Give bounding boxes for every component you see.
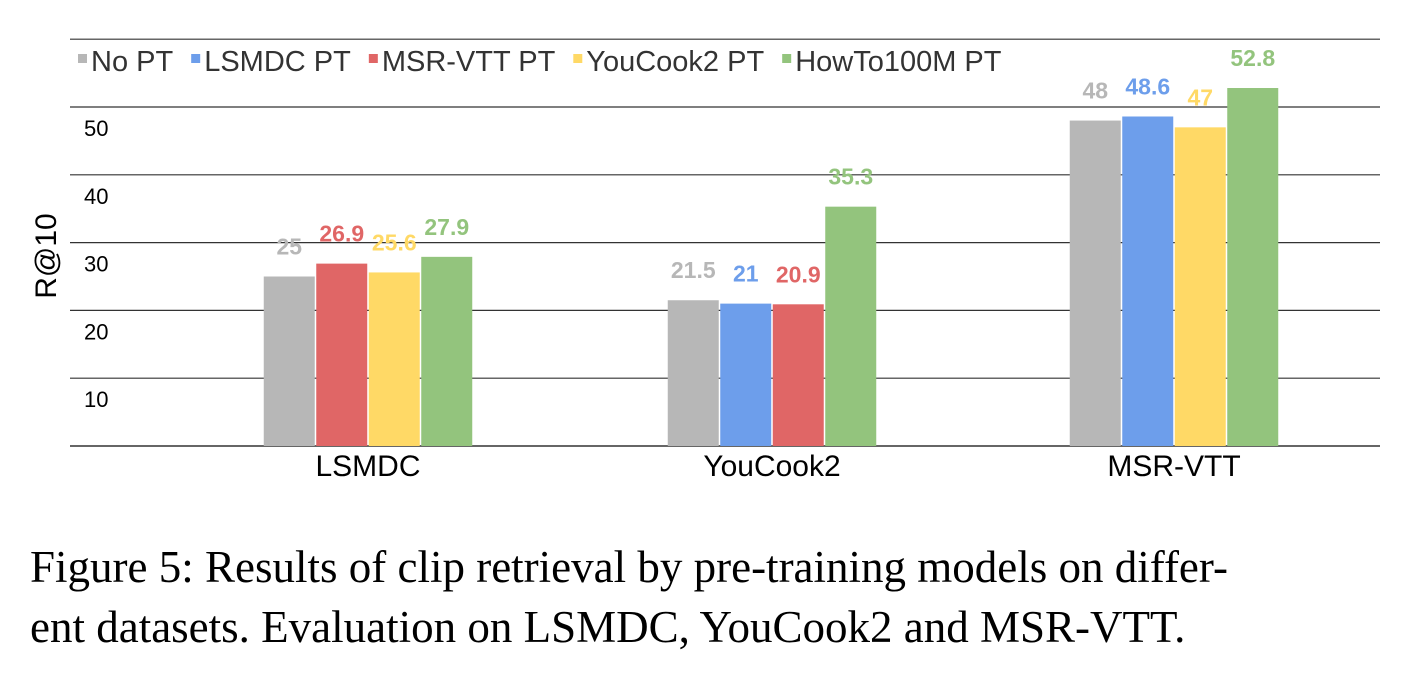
- data-label: 21: [733, 261, 759, 287]
- x-category-label: LSMDC: [315, 450, 420, 483]
- bar: [368, 272, 420, 446]
- value-labels: 25 26.9 25.6 27.9 21.5 21 20.9 35.3 48 48.6 47 52.8: [276, 45, 1275, 287]
- data-label: 47: [1187, 84, 1213, 110]
- data-label: 52.8: [1230, 45, 1275, 71]
- caption-line-2: ent datasets. Evaluation on LSMDC, YouCo…: [30, 602, 1186, 652]
- bar: [1122, 116, 1174, 446]
- bar: [1227, 88, 1279, 447]
- x-category-label: YouCook2: [703, 450, 840, 483]
- legend: No PT LSMDC PT MSR-VTT PT YouCook2 PT HowTo1…: [78, 46, 1002, 78]
- data-label: 26.9: [319, 221, 364, 247]
- y-axis-label: R@10: [30, 213, 63, 299]
- y-tick-label: 20: [84, 319, 108, 344]
- data-label: 35.3: [828, 164, 873, 190]
- bar: [1174, 127, 1226, 446]
- legend-swatch: [782, 54, 792, 63]
- bar: [825, 206, 877, 446]
- bar: [316, 263, 368, 446]
- data-label: 20.9: [776, 261, 821, 287]
- caption-line-1: Figure 5: Results of clip retrieval by p…: [30, 542, 1228, 592]
- bar: [720, 303, 772, 446]
- y-tick-label: 10: [84, 387, 108, 412]
- legend-entry: MSR-VTT PT: [382, 46, 556, 78]
- bar: [772, 304, 824, 446]
- bar: [1069, 120, 1121, 446]
- y-tick-label: 50: [84, 116, 108, 141]
- legend-entry: HowTo100M PT: [795, 46, 1002, 78]
- legend-swatch: [368, 54, 378, 63]
- data-label: 25.6: [372, 229, 417, 255]
- bar-chart: No PT LSMDC PT MSR-VTT PT YouCook2 PT HowTo1…: [30, 38, 1380, 483]
- x-axis-categories: LSMDC YouCook2 MSR-VTT: [315, 450, 1240, 483]
- bars: [263, 88, 1279, 447]
- legend-swatch: [78, 54, 87, 63]
- data-label: 27.9: [424, 214, 469, 240]
- legend-swatch: [191, 54, 201, 63]
- data-label: 48: [1082, 78, 1108, 104]
- data-label: 21.5: [671, 257, 716, 283]
- x-category-label: MSR-VTT: [1107, 450, 1240, 483]
- legend-entry: YouCook2 PT: [586, 46, 764, 78]
- legend-entry: LSMDC PT: [204, 46, 351, 78]
- legend-entry: No PT: [91, 46, 173, 78]
- data-label: 25: [276, 234, 302, 260]
- y-tick-label: 30: [84, 252, 108, 277]
- figure-caption: Figure 5: Results of clip retrieval by p…: [30, 537, 1390, 657]
- y-tick-label: 40: [84, 184, 108, 209]
- bar: [263, 276, 315, 446]
- bar: [667, 300, 719, 446]
- bar: [421, 256, 473, 446]
- legend-swatch: [573, 54, 583, 63]
- data-label: 48.6: [1125, 73, 1170, 99]
- y-axis-ticks: 10 20 30 40 50: [84, 116, 108, 412]
